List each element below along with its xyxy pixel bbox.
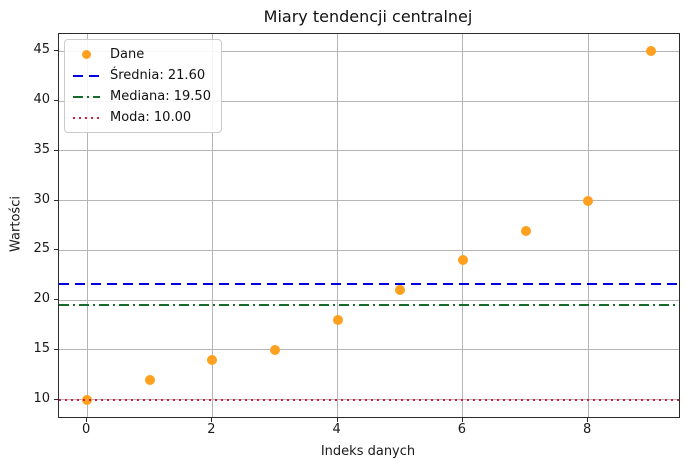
y-tick-label-35: 35 [33, 141, 50, 157]
gridline-y-35 [59, 150, 679, 152]
legend-item-line: Średnia: 21.60 [73, 67, 211, 84]
x-tick-mark-4 [336, 418, 338, 422]
median-line [59, 304, 679, 307]
plot-area: Dane Średnia: 21.60 Mediana: 19.50 Moda: 10… [58, 33, 680, 418]
x-tick-mark-8 [587, 418, 589, 422]
legend-sample-marker-icon [73, 50, 100, 59]
x-tick-mark-0 [86, 418, 88, 422]
gridline-y-15 [59, 349, 679, 351]
y-tick-mark-10 [54, 398, 58, 400]
y-tick-label-20: 20 [33, 291, 50, 307]
y-tick-label-15: 15 [33, 340, 50, 356]
gridline-y-30 [59, 200, 679, 202]
data-point [645, 46, 656, 57]
gridline-x-2 [211, 34, 213, 417]
y-tick-mark-20 [54, 299, 58, 301]
gridline-y-40 [59, 100, 679, 102]
legend-item-label: Moda: 10.00 [110, 110, 192, 125]
gridline-x-8 [587, 34, 589, 417]
legend-sample-dashed-icon [73, 74, 100, 77]
x-tick-mark-6 [461, 418, 463, 422]
y-tick-label-25: 25 [33, 241, 50, 257]
data-point [457, 255, 468, 266]
data-point [270, 344, 281, 355]
legend-item-line: Moda: 10.00 [73, 109, 211, 126]
x-tick-label-6: 6 [457, 422, 467, 437]
y-tick-mark-45 [54, 50, 58, 52]
legend: Dane Średnia: 21.60 Mediana: 19.50 Moda: 10… [64, 39, 222, 133]
mode-line [59, 398, 679, 401]
y-tick-label-45: 45 [33, 42, 50, 58]
y-tick-mark-30 [54, 199, 58, 201]
x-tick-label-2: 2 [207, 422, 216, 437]
x-tick-mark-2 [211, 418, 213, 422]
legend-item-data: Dane [73, 46, 211, 63]
legend-item-label: Średnia: 21.60 [110, 68, 206, 83]
gridline-y-20 [59, 299, 679, 301]
legend-dotted-line-icon [73, 116, 100, 119]
y-axis-label: Wartości [8, 196, 24, 252]
data-point [583, 195, 594, 206]
legend-dashed-line-icon [73, 74, 100, 77]
legend-item-label: Dane [110, 47, 145, 62]
mean-line [59, 283, 679, 286]
data-point [520, 225, 531, 236]
y-tick-label-30: 30 [33, 191, 50, 207]
gridline-x-0 [86, 34, 88, 417]
y-tick-label-10: 10 [33, 390, 50, 406]
legend-marker-dot-icon [82, 50, 91, 59]
legend-sample-dashdot-icon [73, 95, 100, 98]
legend-dashdot-line-icon [73, 95, 100, 98]
x-tick-label-4: 4 [332, 422, 341, 437]
chart-title: Miary tendencji centralnej [263, 7, 473, 26]
data-point [207, 354, 218, 365]
y-tick-mark-40 [54, 100, 58, 102]
data-point [395, 285, 406, 296]
gridline-x-4 [337, 34, 339, 417]
y-tick-label-40: 40 [33, 92, 50, 108]
data-point [144, 374, 155, 385]
legend-sample-dotted-icon [73, 116, 100, 119]
legend-item-label: Mediana: 19.50 [110, 89, 211, 104]
data-point [332, 315, 343, 325]
gridline-y-45 [59, 50, 679, 52]
y-tick-mark-35 [54, 149, 58, 151]
gridline-y-25 [59, 249, 679, 251]
x-tick-label-8: 8 [583, 422, 592, 437]
y-tick-mark-15 [54, 348, 58, 350]
gridline-x-6 [462, 34, 464, 417]
y-tick-mark-25 [54, 249, 58, 251]
legend-item-line: Mediana: 19.50 [73, 88, 211, 105]
x-axis-label: Indeks danych [320, 444, 416, 459]
x-tick-label-0: 0 [82, 422, 91, 437]
